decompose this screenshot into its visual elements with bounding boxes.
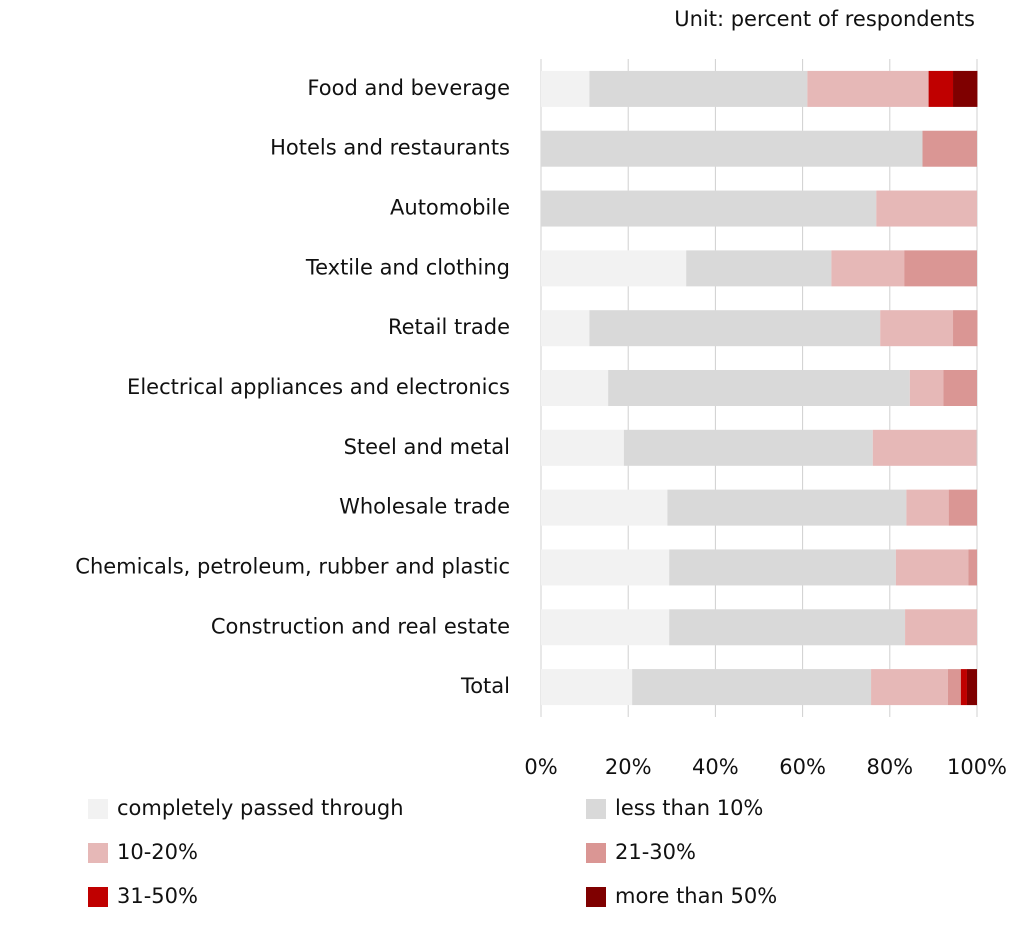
bar-segment bbox=[922, 130, 977, 167]
bar-segment bbox=[960, 669, 967, 706]
legend-label: 10-20% bbox=[117, 840, 198, 864]
x-tick-label: 100% bbox=[947, 755, 1007, 779]
bar-segment bbox=[807, 70, 929, 107]
bar-segment bbox=[948, 489, 977, 526]
legend-swatch bbox=[586, 887, 606, 907]
bar-segment bbox=[632, 669, 872, 706]
x-tick-label: 20% bbox=[605, 755, 652, 779]
bar-segment bbox=[541, 609, 670, 646]
x-tick-label: 40% bbox=[692, 755, 739, 779]
bar-segment bbox=[669, 609, 906, 646]
y-tick-label: Steel and metal bbox=[344, 435, 510, 459]
bar-segment bbox=[909, 370, 944, 406]
bar-segment bbox=[541, 429, 624, 466]
bar-segment bbox=[541, 250, 687, 287]
bar-segment bbox=[953, 310, 978, 347]
bar-segment bbox=[541, 370, 609, 406]
bar-segment bbox=[541, 489, 668, 526]
bar-segment bbox=[906, 489, 949, 526]
bar-segment bbox=[871, 669, 948, 706]
y-tick-label: Total bbox=[460, 674, 510, 698]
bar-segment bbox=[669, 549, 896, 586]
bar-segment bbox=[541, 130, 923, 167]
y-tick-label: Electrical appliances and electronics bbox=[127, 375, 510, 399]
bar-segment bbox=[943, 370, 977, 406]
y-tick-label: Retail trade bbox=[388, 315, 510, 339]
bar-segment bbox=[623, 429, 873, 466]
y-tick-label: Automobile bbox=[390, 196, 510, 220]
bar-segment bbox=[541, 70, 590, 107]
legend-label: completely passed through bbox=[117, 796, 404, 820]
bar-segment bbox=[928, 70, 954, 107]
y-tick-label: Chemicals, petroleum, rubber and plastic bbox=[75, 554, 510, 578]
bar-segment bbox=[541, 669, 633, 706]
legend-swatch bbox=[586, 799, 606, 819]
bar-segment bbox=[872, 429, 977, 466]
legend-swatch bbox=[88, 887, 108, 907]
bar-segment bbox=[686, 250, 832, 287]
bar-segment bbox=[876, 190, 977, 227]
x-tick-label: 60% bbox=[779, 755, 826, 779]
legend-swatch bbox=[586, 843, 606, 863]
y-tick-label: Textile and clothing bbox=[305, 255, 510, 279]
chart-title: Unit: percent of respondents bbox=[674, 7, 975, 31]
bar-segment bbox=[541, 190, 877, 227]
bar-segment bbox=[966, 669, 977, 706]
bar-segment bbox=[953, 70, 978, 107]
y-tick-label: Wholesale trade bbox=[339, 495, 510, 519]
y-tick-label: Hotels and restaurants bbox=[270, 136, 510, 160]
y-tick-label: Food and beverage bbox=[307, 76, 510, 100]
x-tick-label: 0% bbox=[524, 755, 557, 779]
legend-swatch bbox=[88, 799, 108, 819]
legend-swatch bbox=[88, 843, 108, 863]
bar-segment bbox=[541, 310, 590, 347]
x-tick-label: 80% bbox=[866, 755, 913, 779]
bar-segment bbox=[608, 370, 910, 406]
bar-segment bbox=[589, 70, 808, 107]
bar-segment bbox=[667, 489, 907, 526]
bar-segment bbox=[895, 549, 969, 586]
bar-segment bbox=[589, 310, 881, 347]
legend-label: 21-30% bbox=[615, 840, 696, 864]
bar-segment bbox=[947, 669, 961, 706]
bar-segment bbox=[880, 310, 954, 347]
legend-label: more than 50% bbox=[615, 884, 777, 908]
bar-segment bbox=[968, 549, 977, 586]
bar-segment bbox=[831, 250, 905, 287]
bar-segment bbox=[905, 609, 977, 646]
legend-label: less than 10% bbox=[615, 796, 763, 820]
legend-label: 31-50% bbox=[117, 884, 198, 908]
y-tick-label: Construction and real estate bbox=[211, 614, 510, 638]
bar-segment bbox=[541, 549, 670, 586]
bar-segment bbox=[904, 250, 977, 287]
